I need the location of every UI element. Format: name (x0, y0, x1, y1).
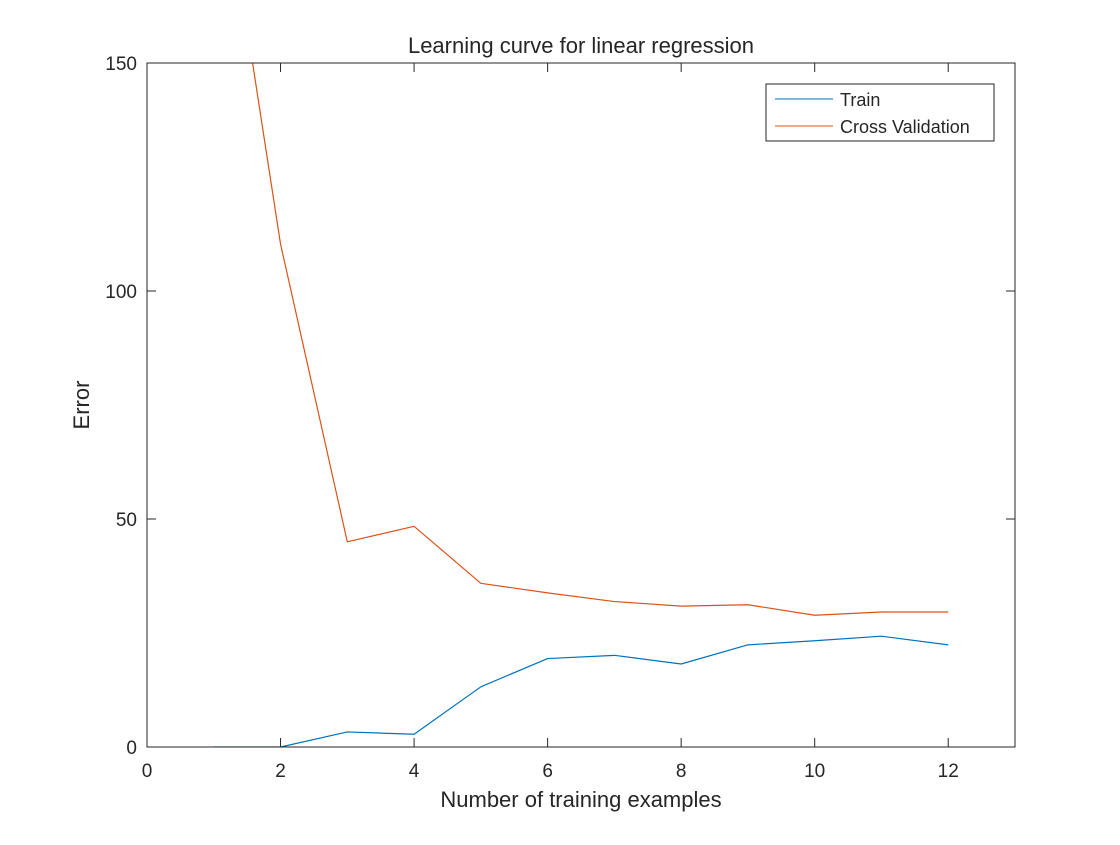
y-tick-label: 0 (126, 738, 137, 759)
y-tick-label: 100 (105, 282, 137, 303)
y-axis-label: Error (69, 381, 94, 430)
legend-label-cross-validation: Cross Validation (840, 117, 970, 137)
x-tick-label: 8 (676, 761, 687, 782)
x-tick-label: 10 (804, 761, 825, 782)
x-tick-label: 6 (542, 761, 553, 782)
plot-area (147, 63, 1015, 747)
legend-label-train: Train (840, 90, 880, 110)
y-tick-label: 150 (105, 54, 137, 75)
series-group (213, 63, 949, 747)
legend: Train Cross Validation (765, 83, 995, 142)
y-tick-label: 50 (116, 510, 137, 531)
series-line-cross-validation (251, 63, 949, 616)
x-tick-label: 12 (938, 761, 959, 782)
x-tick-label: 0 (142, 761, 153, 782)
series-line-train (213, 635, 949, 747)
chart-title: Learning curve for linear regression (408, 33, 754, 58)
legend-box (765, 83, 995, 142)
axes-box (146, 62, 1016, 748)
x-tick-label: 2 (275, 761, 286, 782)
x-tick-label: 4 (409, 761, 420, 782)
tick-labels: 0 2 4 6 8 10 12 0 50 100 150 (105, 54, 959, 782)
x-axis-label: Number of training examples (440, 787, 721, 812)
